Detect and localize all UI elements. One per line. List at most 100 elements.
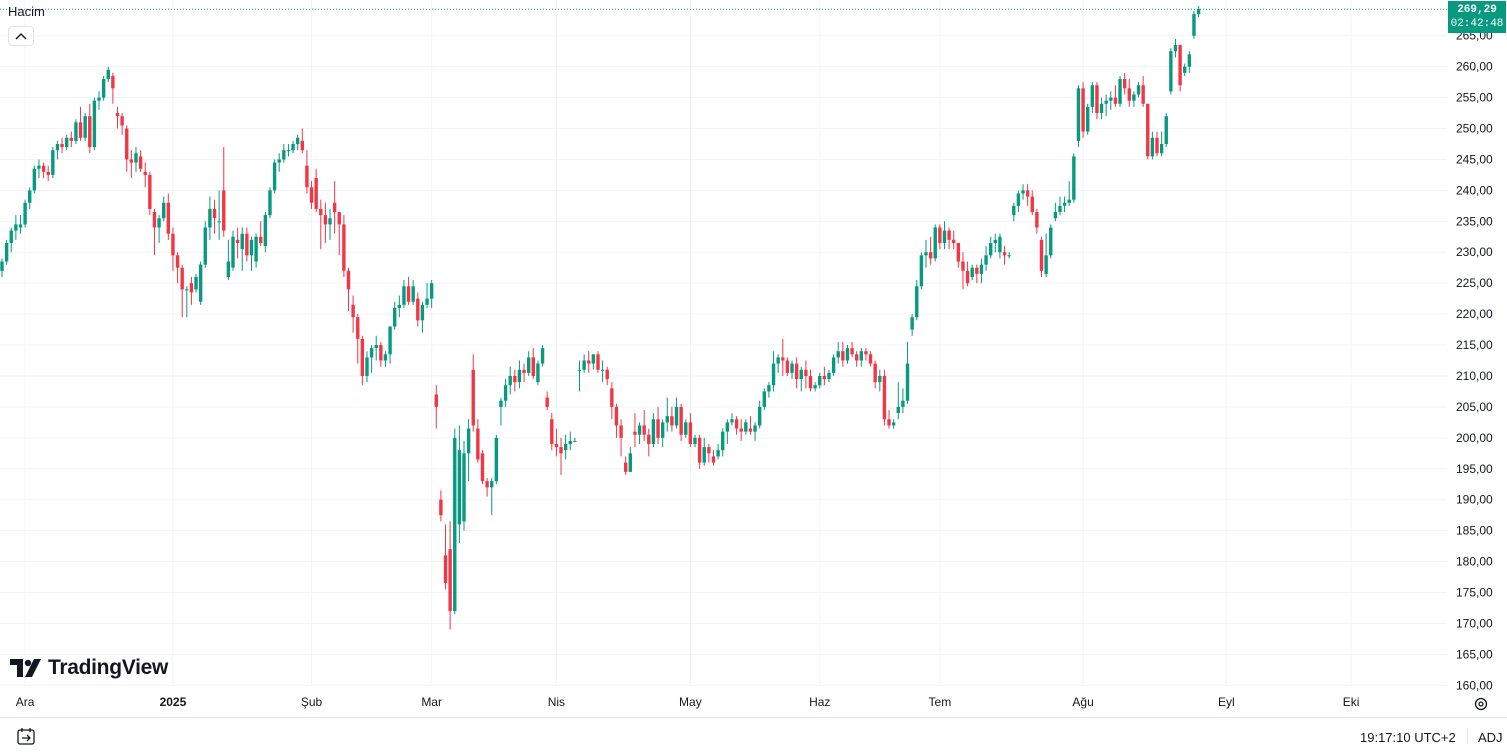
candle xyxy=(328,208,332,240)
candle xyxy=(1039,236,1044,277)
candle-body xyxy=(1002,252,1007,256)
clock-timezone[interactable]: 19:17:10 UTC+2 xyxy=(1360,730,1456,745)
candle xyxy=(466,419,471,482)
candle xyxy=(148,171,152,216)
candle xyxy=(226,239,231,281)
candle-body xyxy=(716,450,720,457)
candle-body xyxy=(642,425,646,435)
y-tick-label: 200,00 xyxy=(1456,431,1493,445)
x-axis: Ara 2025 Şub Mar Nis May Haz Tem Ağu Eyl Eki xyxy=(16,695,1360,709)
candle xyxy=(665,397,669,432)
adj-toggle[interactable]: ADJ xyxy=(1478,730,1503,745)
candle-body xyxy=(337,212,341,225)
tradingview-logo-icon xyxy=(10,659,41,677)
candle xyxy=(540,345,545,367)
candle-body xyxy=(60,143,64,148)
y-tick-label: 235,00 xyxy=(1456,214,1493,228)
candle xyxy=(771,351,776,392)
candle-body xyxy=(577,369,582,371)
candle-body xyxy=(734,419,739,429)
candle xyxy=(808,369,813,392)
candle-body xyxy=(1058,205,1062,213)
candle-body xyxy=(767,385,771,392)
candle-body xyxy=(979,264,984,274)
candle-body xyxy=(101,79,106,98)
candle-body xyxy=(693,437,697,445)
candlestick-chart[interactable]: 265,00260,00255,00250,00245,00240,00235,… xyxy=(0,0,1507,717)
candle xyxy=(915,280,919,321)
candle xyxy=(1002,246,1007,265)
candle xyxy=(1021,184,1025,200)
candle-body xyxy=(64,137,69,148)
candle xyxy=(799,366,803,392)
candle-body xyxy=(259,236,263,243)
candle xyxy=(171,227,175,271)
candle-body xyxy=(14,224,18,231)
divider xyxy=(1467,728,1468,744)
y-tick-label: 255,00 xyxy=(1456,91,1493,105)
candle xyxy=(18,215,23,234)
candle-body xyxy=(942,230,947,243)
candle xyxy=(402,280,406,308)
candle xyxy=(249,236,254,271)
candle xyxy=(1155,131,1159,157)
candle xyxy=(827,369,831,383)
candle xyxy=(767,382,771,398)
candle xyxy=(822,366,827,386)
calendar-range-icon[interactable] xyxy=(16,727,36,745)
candle xyxy=(115,106,120,129)
candle-body xyxy=(1150,137,1155,157)
candle-body xyxy=(4,242,9,262)
candle xyxy=(794,357,799,389)
candle-body xyxy=(476,428,480,460)
candle xyxy=(101,75,106,101)
candle xyxy=(300,128,304,154)
tradingview-logo[interactable]: TradingView xyxy=(10,656,168,680)
candle xyxy=(28,187,32,209)
candle xyxy=(873,360,877,389)
candle xyxy=(975,264,979,284)
candle-body xyxy=(610,388,614,407)
candle-body xyxy=(522,369,526,373)
candle-body xyxy=(679,406,683,435)
y-tick-label: 225,00 xyxy=(1456,276,1493,290)
candle-body xyxy=(51,150,55,175)
candle xyxy=(637,422,642,445)
candle xyxy=(656,406,660,445)
candle xyxy=(1090,82,1095,114)
candle-body xyxy=(69,137,73,141)
candle-body xyxy=(1053,212,1058,219)
candle xyxy=(855,351,859,367)
candle xyxy=(23,199,27,228)
candle xyxy=(429,280,434,308)
candle-body xyxy=(1090,85,1095,107)
candle-body xyxy=(212,208,217,219)
candle-body xyxy=(919,255,924,287)
candle-body xyxy=(425,298,429,305)
candle xyxy=(587,351,591,373)
logo-text: TradingView xyxy=(48,656,169,679)
candle xyxy=(416,292,420,327)
grid-lines xyxy=(0,0,1447,686)
candle xyxy=(905,341,910,404)
candle-body xyxy=(309,187,314,203)
candle-body xyxy=(785,360,790,373)
collapse-legend-button[interactable] xyxy=(8,26,34,46)
candle-body xyxy=(938,227,942,243)
gear-icon[interactable] xyxy=(1473,696,1489,712)
candle xyxy=(0,258,4,277)
candle-body xyxy=(282,150,286,160)
candle-body xyxy=(162,202,166,219)
candle xyxy=(425,283,429,308)
candle-body xyxy=(896,406,900,414)
candle-body xyxy=(831,357,836,373)
candle xyxy=(633,413,637,448)
chevron-up-icon xyxy=(15,33,27,40)
candle-body xyxy=(707,447,711,454)
candle xyxy=(305,150,309,194)
candle xyxy=(1016,190,1021,213)
candle xyxy=(88,103,92,154)
candle-body xyxy=(268,190,272,216)
candle-body xyxy=(619,425,623,438)
candle xyxy=(757,400,762,429)
